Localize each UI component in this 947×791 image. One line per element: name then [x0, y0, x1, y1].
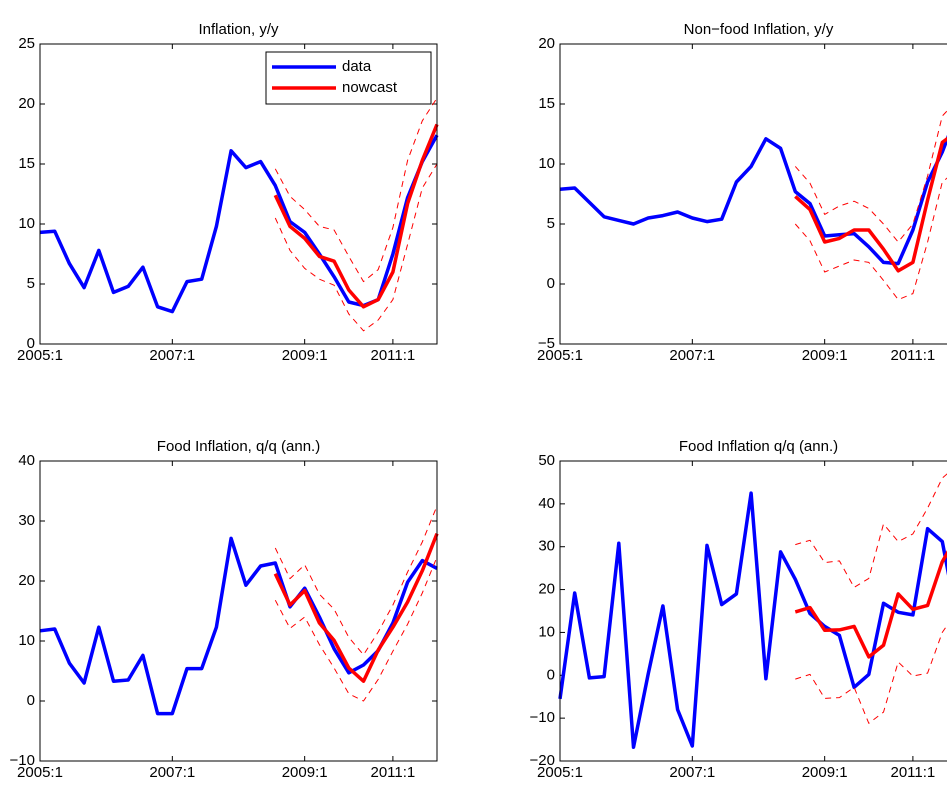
series-line — [273, 123, 439, 309]
y-tick-label: 10 — [538, 155, 555, 172]
axes-frame — [559, 43, 947, 345]
x-tick-label: 2005:1 — [17, 347, 63, 364]
y-tick-label: 10 — [538, 623, 555, 640]
y-tick-label: 20 — [18, 572, 35, 589]
band-line — [795, 473, 947, 588]
series-line — [794, 136, 947, 273]
y-tick-label: 5 — [27, 275, 35, 292]
chart-title: Food Inflation q/q (ann.) — [679, 438, 838, 455]
y-tick-label: −20 — [530, 752, 555, 769]
series-line — [558, 491, 947, 750]
legend-label: data — [342, 58, 372, 75]
y-tick-label: 40 — [18, 452, 35, 469]
y-tick-label: 15 — [18, 155, 35, 172]
series-line — [273, 532, 439, 683]
y-tick-label: 0 — [547, 666, 555, 683]
band-line — [274, 505, 438, 656]
x-tick-label: 2009:1 — [282, 347, 328, 364]
series-line — [39, 134, 439, 314]
plot-area: −10 0 10 20 30 40 2005:1 2007:1 2009:1 2011:1 Food… — [10, 438, 439, 781]
chart-title: Non−food Inflation, y/y — [684, 21, 834, 38]
plot-area: 0 5 10 15 20 25 2005:1 2007:1 2009:1 2011:1 Inflat… — [17, 21, 439, 364]
y-tick-label: 20 — [18, 95, 35, 112]
chart-title: Inflation, y/y — [198, 21, 279, 38]
y-tick-label: 40 — [538, 495, 555, 512]
x-tick-label: 2005:1 — [537, 347, 583, 364]
x-tick-label: 2011:1 — [891, 764, 936, 781]
x-tick-label: 2009:1 — [802, 764, 848, 781]
legend-label: nowcast — [342, 79, 398, 96]
y-tick-label: 20 — [538, 581, 555, 598]
series-line — [559, 134, 947, 266]
band-line — [794, 177, 947, 301]
y-tick-label: 0 — [27, 335, 35, 352]
y-tick-label: −10 — [10, 752, 35, 769]
y-tick-label: 15 — [538, 95, 555, 112]
band-line — [794, 110, 947, 243]
y-tick-label: 20 — [538, 35, 555, 52]
x-tick-label: 2011:1 — [891, 347, 936, 364]
x-tick-label: 2009:1 — [282, 764, 328, 781]
y-tick-label: −10 — [530, 709, 555, 726]
axes-frame — [39, 43, 438, 345]
x-tick-label: 2005:1 — [537, 764, 583, 781]
y-tick-label: 30 — [18, 512, 35, 529]
x-tick-label: 2007:1 — [669, 347, 715, 364]
y-tick-label: 0 — [27, 692, 35, 709]
x-tick-label: 2009:1 — [802, 347, 848, 364]
y-tick-label: 5 — [547, 215, 555, 232]
y-tick-label: 50 — [538, 452, 555, 469]
x-tick-label: 2007:1 — [149, 764, 195, 781]
x-tick-label: 2007:1 — [669, 764, 715, 781]
band-line — [274, 163, 438, 332]
band-line — [274, 97, 438, 283]
chart-title: Food Inflation, q/q (ann.) — [157, 438, 320, 455]
legend-box — [265, 51, 432, 105]
x-tick-label: 2007:1 — [149, 347, 195, 364]
plot-area: −5 0 5 10 15 20 2005:1 2007:1 2009:1 2011:1 Non−fo… — [537, 21, 947, 364]
x-tick-label: 2005:1 — [17, 764, 63, 781]
series-line — [39, 536, 438, 716]
y-tick-label: −5 — [538, 335, 555, 352]
plot-area: −20 −10 0 10 20 30 40 50 2005:1 2007:1 2009:1 2011:… — [530, 438, 947, 781]
axes-frame — [559, 460, 947, 762]
band-line — [795, 624, 947, 724]
band-line — [274, 556, 438, 702]
y-tick-label: 30 — [538, 538, 555, 555]
series-line — [794, 550, 947, 659]
y-tick-label: 25 — [18, 35, 35, 52]
y-tick-label: 10 — [18, 215, 35, 232]
y-tick-label: 0 — [547, 275, 555, 292]
x-tick-label: 2011:1 — [371, 347, 416, 364]
y-tick-label: 10 — [18, 632, 35, 649]
x-tick-label: 2011:1 — [371, 764, 416, 781]
axes-frame — [39, 460, 438, 762]
